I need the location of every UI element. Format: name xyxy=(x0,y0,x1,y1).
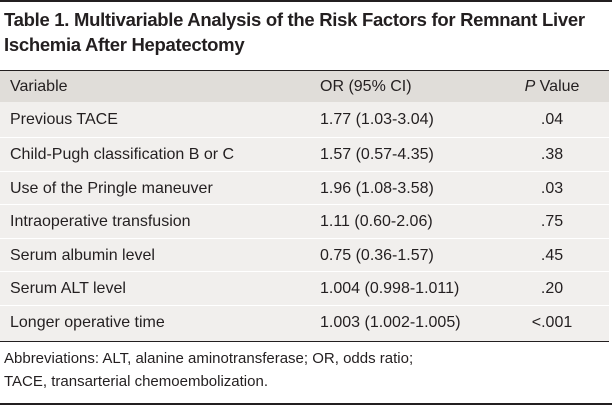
row-separator xyxy=(0,271,609,272)
table-row: Longer operative time 1.003 (1.002-1.005… xyxy=(0,306,609,339)
row-variable: Child-Pugh classification B or C xyxy=(10,146,235,163)
row-variable: Previous TACE xyxy=(10,111,118,128)
row-separator xyxy=(0,204,609,205)
table-footnote: Abbreviations: ALT, alanine aminotransfe… xyxy=(4,348,604,393)
row-or: 1.11 (0.60-2.06) xyxy=(320,213,433,230)
bottom-rule xyxy=(0,403,612,405)
caption-line-2: Ischemia After Hepatectomy xyxy=(4,34,245,55)
row-p-value: .03 xyxy=(540,180,564,197)
row-variable: Serum albumin level xyxy=(10,247,155,264)
row-p-value: .20 xyxy=(540,280,564,297)
table-row: Child-Pugh classification B or C 1.57 (0… xyxy=(0,138,609,171)
row-variable: Use of the Pringle maneuver xyxy=(10,180,213,197)
row-or: 1.96 (1.08-3.58) xyxy=(320,180,434,197)
table-row: Serum ALT level 1.004 (0.998-1.011) .20 xyxy=(0,272,609,305)
table-row: Use of the Pringle maneuver 1.96 (1.08-3… xyxy=(0,172,609,205)
row-variable: Serum ALT level xyxy=(10,280,126,297)
header-p-value: P Value xyxy=(505,71,599,102)
header-p-letter: P xyxy=(524,78,536,95)
table-caption: Table 1. Multivariable Analysis of the R… xyxy=(4,7,604,57)
data-table: Variable OR (95% CI) P Value Previous TA… xyxy=(0,70,609,342)
top-rule xyxy=(0,0,612,2)
row-separator xyxy=(0,171,609,172)
table-row: Previous TACE 1.77 (1.03-3.04) .04 xyxy=(0,103,609,136)
row-p-value: <.001 xyxy=(531,314,573,331)
caption-line-1: Table 1. Multivariable Analysis of the R… xyxy=(4,9,585,30)
row-p-value: .38 xyxy=(540,146,564,163)
row-p-value: .45 xyxy=(540,247,564,264)
row-variable: Longer operative time xyxy=(10,314,165,331)
footnote-line-2: TACE, transarterial chemoembolization. xyxy=(4,372,268,390)
row-variable: Intraoperative transfusion xyxy=(10,213,191,230)
header-or: OR (95% CI) xyxy=(320,78,412,95)
table-row: Intraoperative transfusion 1.11 (0.60-2.… xyxy=(0,205,609,238)
row-separator xyxy=(0,305,609,306)
row-separator xyxy=(0,137,609,138)
row-or: 1.004 (0.998-1.011) xyxy=(320,280,460,297)
row-or: 0.75 (0.36-1.57) xyxy=(320,247,434,264)
table-row: Serum albumin level 0.75 (0.36-1.57) .45 xyxy=(0,239,609,272)
row-p-value: .75 xyxy=(540,213,564,230)
row-p-value: .04 xyxy=(540,111,564,128)
footnote-line-1: Abbreviations: ALT, alanine aminotransfe… xyxy=(4,350,414,367)
row-or: 1.57 (0.57-4.35) xyxy=(320,146,434,163)
row-or: 1.003 (1.002-1.005) xyxy=(320,314,461,331)
row-or: 1.77 (1.03-3.04) xyxy=(320,111,434,128)
header-variable: Variable xyxy=(10,78,68,95)
header-p-rest: Value xyxy=(535,78,580,95)
table-header-row: Variable OR (95% CI) P Value xyxy=(0,71,609,102)
row-separator xyxy=(0,238,609,239)
